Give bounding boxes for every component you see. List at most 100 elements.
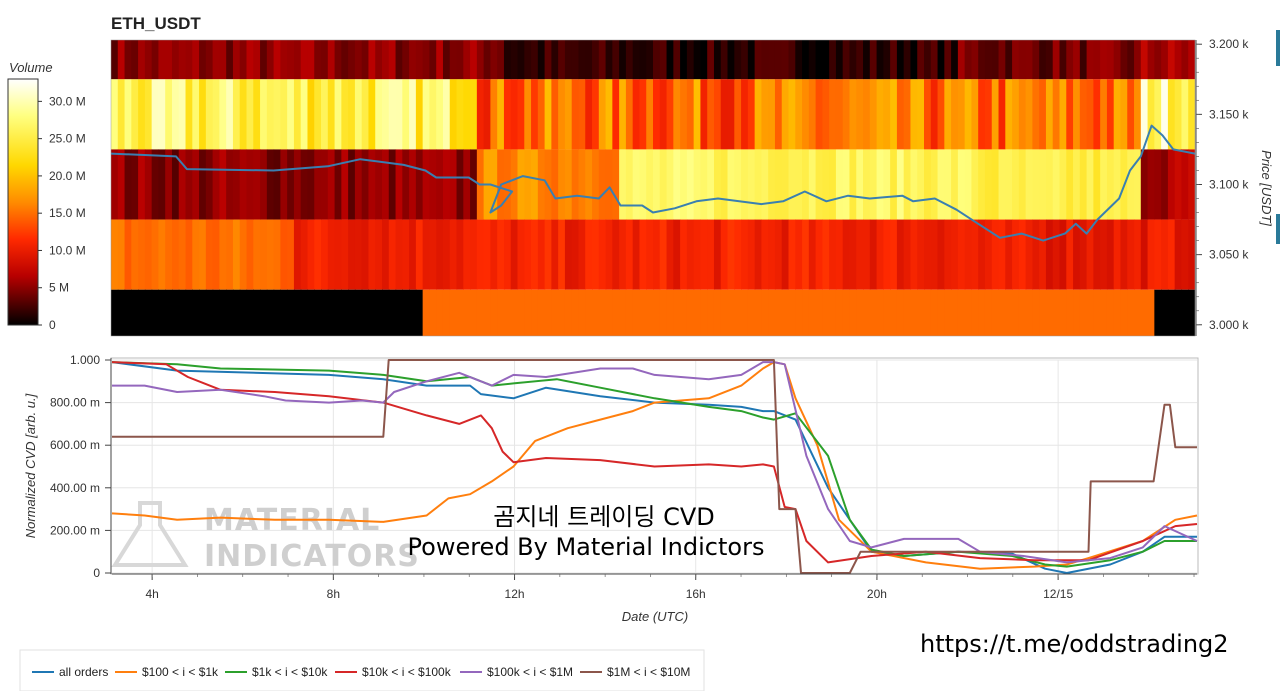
heatmap-cell bbox=[713, 219, 722, 290]
heatmap-cell bbox=[686, 79, 695, 150]
heatmap-cell bbox=[951, 219, 959, 290]
colorbar-tick-label: 15.0 M bbox=[49, 206, 86, 220]
heatmap-cell bbox=[382, 289, 390, 336]
heatmap-cell bbox=[449, 79, 458, 150]
heatmap-cell bbox=[984, 219, 993, 290]
heatmap-cell bbox=[117, 40, 126, 80]
heatmap-cell bbox=[517, 40, 525, 80]
heatmap-cell bbox=[1188, 289, 1195, 336]
heatmap-cell bbox=[998, 289, 1006, 336]
heatmap-cell bbox=[700, 149, 708, 220]
legend-entry[interactable]: $1M < i < $10M bbox=[607, 665, 690, 679]
heatmap-cell bbox=[1100, 79, 1108, 150]
legend-entry[interactable]: $10k < i < $100k bbox=[362, 665, 452, 679]
heatmap-cell bbox=[896, 289, 905, 336]
heatmap-cell bbox=[361, 289, 370, 336]
heatmap-cell bbox=[463, 79, 471, 150]
heatmap-cell bbox=[124, 219, 132, 290]
heatmap-cell bbox=[422, 289, 431, 336]
legend-entry[interactable]: all orders bbox=[59, 665, 108, 679]
heatmap-cell bbox=[246, 149, 254, 220]
heatmap-cell bbox=[558, 219, 566, 290]
heatmap-cell bbox=[470, 40, 478, 80]
heatmap-cell bbox=[144, 149, 153, 220]
heatmap-cell bbox=[1127, 289, 1135, 336]
heatmap-cell bbox=[327, 149, 336, 220]
heatmap-cell bbox=[1093, 219, 1101, 290]
legend-entry[interactable]: $1k < i < $10k bbox=[252, 665, 328, 679]
heatmap-cell bbox=[829, 289, 837, 336]
heatmap-cell bbox=[470, 219, 478, 290]
heatmap-cell bbox=[842, 289, 851, 336]
heatmap-cell bbox=[544, 40, 552, 80]
heatmap-cell bbox=[1059, 149, 1067, 220]
heatmap-cell bbox=[883, 219, 891, 290]
heatmap-cell bbox=[361, 219, 370, 290]
heatmap-cell bbox=[388, 289, 397, 336]
heatmap-cell bbox=[835, 289, 844, 336]
heatmap-cell bbox=[497, 79, 505, 150]
legend-entry[interactable]: $100 < i < $1k bbox=[142, 665, 219, 679]
heatmap-cell bbox=[111, 219, 119, 290]
heatmap-cell bbox=[1106, 289, 1115, 336]
heatmap-cell bbox=[998, 40, 1006, 80]
heatmap-cell bbox=[890, 289, 898, 336]
heatmap-cell bbox=[524, 289, 532, 336]
heatmap-cell bbox=[402, 219, 410, 290]
heatmap-cell bbox=[781, 289, 790, 336]
heatmap-cell bbox=[984, 79, 993, 150]
heatmap-cell bbox=[1045, 219, 1054, 290]
heatmap-cell bbox=[903, 149, 912, 220]
heatmap-cell bbox=[429, 40, 437, 80]
heatmap-cell bbox=[226, 219, 234, 290]
heatmap-cell bbox=[788, 79, 796, 150]
heatmap-cell bbox=[415, 79, 424, 150]
heatmap-cell bbox=[883, 79, 891, 150]
heatmap-cell bbox=[1045, 289, 1054, 336]
heatmap-cell bbox=[354, 289, 363, 336]
heatmap-cell bbox=[1113, 40, 1122, 80]
heatmap-cell bbox=[510, 79, 519, 150]
heatmap-cell bbox=[720, 219, 729, 290]
heatmap-cell bbox=[890, 219, 898, 290]
heatmap-cell bbox=[1134, 40, 1142, 80]
heatmap-cell bbox=[713, 149, 722, 220]
heatmap-cell bbox=[829, 219, 837, 290]
heatmap-cell bbox=[124, 79, 132, 150]
heatmap-cell bbox=[321, 219, 329, 290]
heatmap-cell bbox=[1120, 219, 1128, 290]
heatmap-cell bbox=[598, 79, 607, 150]
heatmap-cell bbox=[178, 219, 187, 290]
heatmap-cell bbox=[239, 219, 248, 290]
legend-entry[interactable]: $100k < i < $1M bbox=[487, 665, 573, 679]
heatmap-cell bbox=[463, 149, 471, 220]
heatmap-cell bbox=[849, 289, 857, 336]
heatmap-cell bbox=[1181, 149, 1189, 220]
cvd-series--100-i-1k bbox=[112, 361, 1198, 570]
heatmap-cell bbox=[151, 40, 160, 80]
legend-items: all orders $100 < i < $1k $1k < i < $10k $1… bbox=[32, 665, 690, 679]
heatmap-cell bbox=[476, 289, 485, 336]
heatmap-cell bbox=[402, 40, 410, 80]
heatmap-cell bbox=[192, 219, 200, 290]
cvd-series--1m-i-10m bbox=[112, 359, 1197, 574]
heatmap-cell bbox=[300, 289, 309, 336]
heatmap-cell bbox=[998, 79, 1006, 150]
heatmap-cell bbox=[998, 149, 1006, 220]
heatmap-cell bbox=[260, 289, 268, 336]
heatmap-cell bbox=[1079, 219, 1088, 290]
heatmap-cell bbox=[578, 289, 586, 336]
heatmap-cell bbox=[930, 149, 939, 220]
heatmap-cell bbox=[192, 289, 200, 336]
colorbar-ticks: 30.0 M 25.0 M 20.0 M 15.0 M 10.0 M 5 M 0 bbox=[38, 94, 86, 332]
heatmap-cell bbox=[1147, 289, 1155, 336]
heatmap-cell bbox=[1100, 289, 1108, 336]
heatmap-cell bbox=[205, 149, 214, 220]
heatmap-cell bbox=[1113, 289, 1122, 336]
heatmap-cell bbox=[1181, 289, 1189, 336]
heatmap-cell bbox=[138, 149, 146, 220]
telegram-url[interactable]: https://t.me/oddstrading2 bbox=[920, 630, 1229, 658]
heatmap-cell bbox=[727, 219, 735, 290]
heatmap-cell bbox=[483, 40, 492, 80]
